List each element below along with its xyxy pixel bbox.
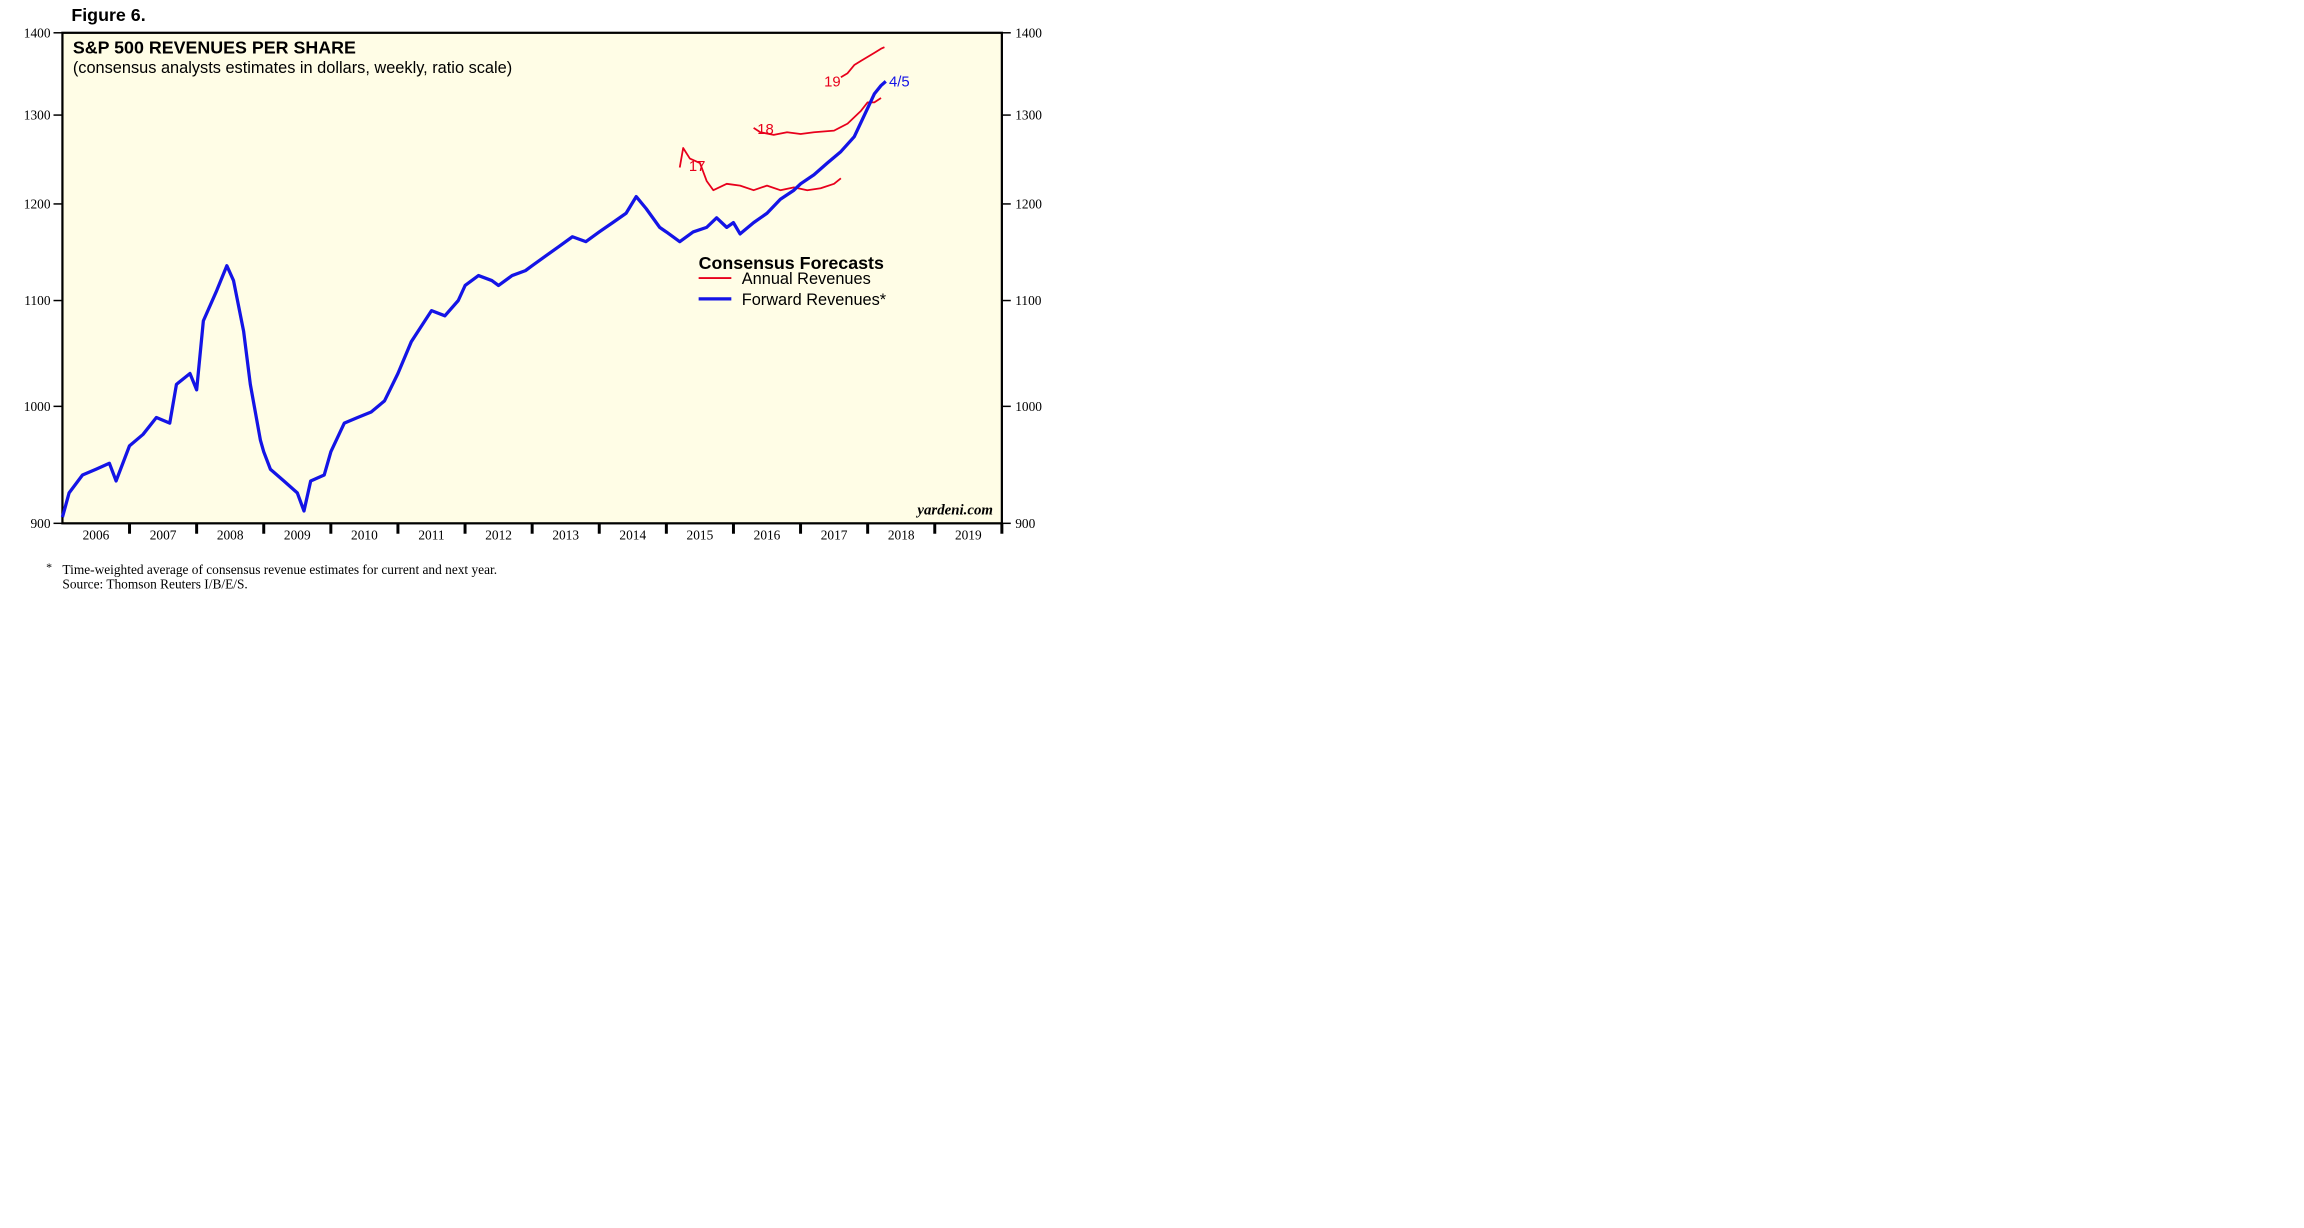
x-tick-label: 2012 <box>485 528 512 543</box>
y2-tick-label: 1200 <box>1015 196 1042 211</box>
plot-area <box>61 31 1003 525</box>
x-tick-label: 2009 <box>284 528 311 543</box>
y2-tick-label: 1400 <box>1015 25 1042 40</box>
figure-label: Figure 6. <box>71 5 145 25</box>
annotation: 19 <box>824 74 841 90</box>
x-tick-label: 2010 <box>351 528 378 543</box>
source: Source: Thomson Reuters I/B/E/S. <box>62 577 247 592</box>
x-tick-label: 2007 <box>150 528 177 543</box>
y2-tick-label: 1100 <box>1015 293 1042 308</box>
y-tick-label: 1100 <box>24 293 51 308</box>
y2-tick-label: 1300 <box>1015 108 1042 123</box>
series-line <box>678 147 842 192</box>
y-tick-label: 1200 <box>24 196 51 211</box>
series-line <box>60 80 887 518</box>
series-line <box>840 46 885 79</box>
annotation: 17 <box>689 159 706 175</box>
y-tick-label: 1400 <box>24 25 51 40</box>
y-tick-label: 1300 <box>24 108 51 123</box>
y-tick-label: 1000 <box>24 399 51 414</box>
x-tick-label: 2017 <box>821 528 848 543</box>
chart-title: S&P 500 REVENUES PER SHARE <box>73 38 356 58</box>
x-tick-label: 2018 <box>888 528 915 543</box>
y2-tick-label: 1000 <box>1015 399 1042 414</box>
x-tick-label: 2011 <box>418 528 444 543</box>
source-site: yardeni.com <box>915 502 993 518</box>
x-tick-label: 2014 <box>619 528 646 543</box>
x-tick-label: 2015 <box>687 528 714 543</box>
x-tick-label: 2006 <box>83 528 110 543</box>
annotation: 4/5 <box>889 74 910 90</box>
x-tick-label: 2013 <box>552 528 579 543</box>
x-tick-label: 2016 <box>754 528 781 543</box>
chart-subtitle: (consensus analysts estimates in dollars… <box>73 59 512 77</box>
annotation: 18 <box>757 122 774 138</box>
footnote: Time-weighted average of consensus reven… <box>62 562 497 577</box>
legend-title: Consensus Forecasts <box>699 253 884 273</box>
legend-label: Forward Revenues* <box>742 291 887 309</box>
y-tick-label: 900 <box>30 516 50 531</box>
y2-tick-label: 900 <box>1015 516 1035 531</box>
x-tick-label: 2019 <box>955 528 982 543</box>
legend-label: Annual Revenues <box>742 270 871 288</box>
footnote-mark: * <box>46 560 52 574</box>
x-tick-label: 2008 <box>217 528 244 543</box>
